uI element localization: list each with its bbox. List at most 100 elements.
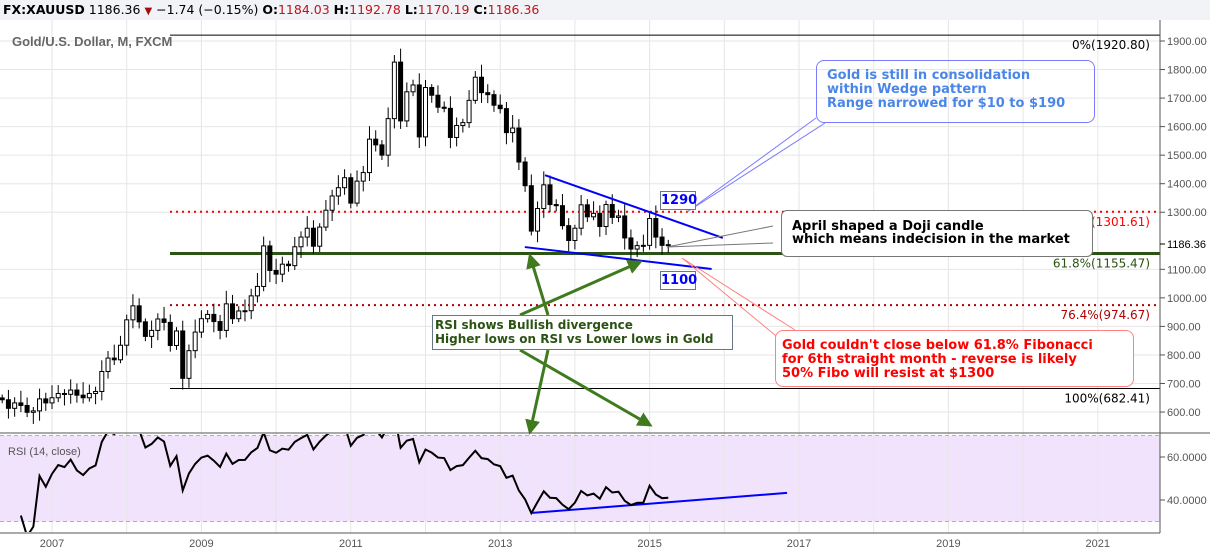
candle-body	[217, 321, 223, 331]
candle-body	[472, 76, 478, 101]
close-value: 1186.36	[487, 2, 540, 17]
time-tick-label: 2015	[637, 538, 661, 550]
candle-body	[373, 138, 379, 146]
candle-body	[198, 318, 204, 333]
candle-body	[404, 91, 410, 122]
arrow-up-right	[519, 259, 643, 317]
price-tick-label: 800.00	[1167, 350, 1201, 362]
candle-body	[578, 204, 584, 229]
candle-body	[485, 92, 491, 96]
candle-body	[634, 245, 640, 250]
candle-body	[230, 303, 236, 320]
candle-body	[86, 392, 92, 399]
rsi-divergence-callout[interactable]: RSI shows Bullish divergence Higher lows…	[432, 315, 733, 350]
candle-body	[24, 404, 30, 413]
candle-body	[665, 244, 671, 247]
time-tick-label: 2007	[40, 538, 64, 550]
candle-body	[342, 177, 348, 189]
candle-body	[391, 61, 397, 120]
candle-body	[68, 389, 74, 395]
price-tick-label: 1500.00	[1167, 150, 1207, 162]
candle-body	[360, 172, 366, 182]
candle-body	[304, 227, 310, 238]
price-tick-label: 1800.00	[1167, 65, 1207, 77]
high-label: H:	[333, 2, 350, 17]
candle-body	[186, 350, 192, 379]
candle-body	[273, 269, 279, 275]
candle-body	[298, 236, 304, 248]
candle-body	[553, 204, 559, 207]
candle-body	[180, 330, 186, 379]
price-tick-label: 1300.00	[1167, 207, 1207, 219]
candle-body	[566, 225, 572, 241]
candle-body	[149, 329, 155, 337]
candle-body	[5, 399, 11, 409]
candle-body	[0, 397, 5, 401]
candle-body	[597, 212, 603, 228]
last-price: 1186.36	[88, 2, 141, 17]
price-tick-label: 600.00	[1167, 407, 1201, 419]
candle-body	[547, 184, 553, 206]
rsi-tick-label: 60.0000	[1167, 452, 1207, 464]
candle-body	[497, 104, 503, 110]
candle-body	[310, 227, 316, 247]
candle-body	[329, 195, 335, 211]
candle-body	[279, 263, 285, 275]
candle-body	[503, 108, 509, 134]
last-price-marker: 1186.36	[1160, 237, 1210, 251]
candle-body	[628, 237, 634, 250]
doji-callout[interactable]: April shaped a Doji candle which means i…	[781, 210, 1093, 257]
price-tick-label: 1700.00	[1167, 93, 1207, 105]
candle-body	[142, 321, 148, 337]
candle-body	[591, 212, 597, 218]
time-tick-label: 2013	[488, 538, 512, 550]
candle-body	[155, 318, 161, 331]
candle-body	[105, 357, 111, 372]
candle-body	[653, 218, 659, 238]
price-tick-label: 1100.00	[1167, 264, 1206, 276]
wedge-upper-trendline	[544, 174, 724, 239]
price-axis[interactable]: 1900.00 1800.00 1700.00 1600.00 1500.00 1400.…	[1160, 36, 1207, 419]
time-axis[interactable]: 2007 2009 2011 2013 2015 2017 2019 2021	[40, 538, 1110, 550]
candle-body	[647, 218, 653, 246]
candle-body	[93, 390, 99, 394]
fib-level-label: 100%(682.41)	[1064, 392, 1150, 406]
wedge-callout[interactable]: Gold is still in consolidation within We…	[816, 60, 1095, 123]
candle-body	[117, 344, 123, 361]
candle-body	[205, 313, 211, 320]
rsi-line	[19, 434, 669, 532]
candle-body	[615, 215, 621, 218]
candle-body	[61, 392, 67, 395]
candle-body	[510, 127, 516, 134]
fib-level-label: 76.4%(974.67)	[1061, 308, 1150, 322]
label-1290[interactable]: 1290	[660, 191, 698, 210]
candle-body	[323, 209, 329, 228]
candle-body	[80, 394, 86, 399]
open-label: O:	[262, 2, 278, 17]
candle-body	[572, 227, 578, 241]
candle-body	[254, 285, 260, 297]
divergence-arrows	[519, 253, 653, 435]
last-price-label: 1186.36	[1167, 239, 1206, 251]
candle-body	[441, 106, 447, 109]
candle-body	[354, 180, 360, 204]
chart-title: Gold/U.S. Dollar, M, FXCM	[12, 34, 172, 49]
candle-body	[292, 246, 298, 267]
candle-body	[99, 370, 105, 392]
symbol[interactable]: FX:XAUUSD	[3, 2, 85, 17]
price-tick-label: 1900.00	[1167, 36, 1207, 48]
label-1100[interactable]: 1100	[660, 271, 698, 290]
candle-body	[248, 295, 254, 312]
candle-body	[659, 236, 665, 246]
candle-body	[640, 244, 646, 247]
rsi-trendline	[532, 491, 788, 514]
time-tick-label: 2011	[339, 538, 363, 550]
candle-body	[130, 305, 136, 321]
candle-body	[74, 389, 80, 396]
candle-body	[447, 107, 453, 138]
trendlines[interactable]	[524, 174, 788, 514]
candle-body	[37, 398, 43, 412]
rsi-axis[interactable]: 60.0000 40.0000	[1160, 452, 1207, 507]
fibonacci-callout[interactable]: Gold couldn't close below 61.8% Fibonacc…	[775, 330, 1134, 387]
